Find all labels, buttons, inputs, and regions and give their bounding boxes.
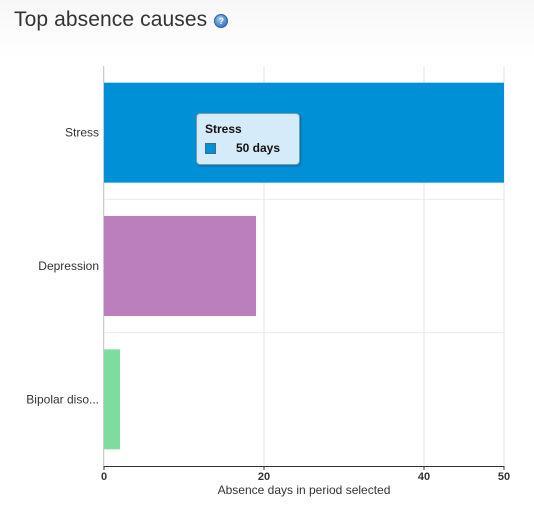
- bar: [104, 82, 504, 183]
- tooltip-value: 50 days: [236, 141, 281, 155]
- x-tick-label: 50: [498, 471, 510, 483]
- x-tick-label: 0: [101, 471, 107, 483]
- tooltip-title: Stress: [205, 122, 242, 136]
- category-label: Depression: [38, 259, 99, 273]
- tooltip-swatch: [205, 142, 216, 154]
- tooltip: Stress 50 days: [196, 113, 300, 165]
- bar: [104, 349, 120, 450]
- page-title: Top absence causes: [14, 8, 208, 31]
- x-axis-title: Absence days in period selected: [218, 483, 391, 497]
- x-tick-label: 40: [418, 471, 430, 483]
- bar: [104, 216, 256, 316]
- labels: Stress Depression Bipolar diso... 0 20 40 50 Ab…: [26, 126, 510, 497]
- question-mark-icon[interactable]: ?: [214, 14, 229, 28]
- category-label: Stress: [65, 126, 99, 140]
- axes: [103, 66, 505, 470]
- tooltip-row: 50 days: [205, 141, 291, 155]
- x-tick-label: 20: [258, 471, 270, 483]
- bars: [104, 82, 504, 450]
- chart-header: Top absence causes ?: [14, 6, 229, 34]
- category-label: Bipolar diso...: [26, 392, 99, 406]
